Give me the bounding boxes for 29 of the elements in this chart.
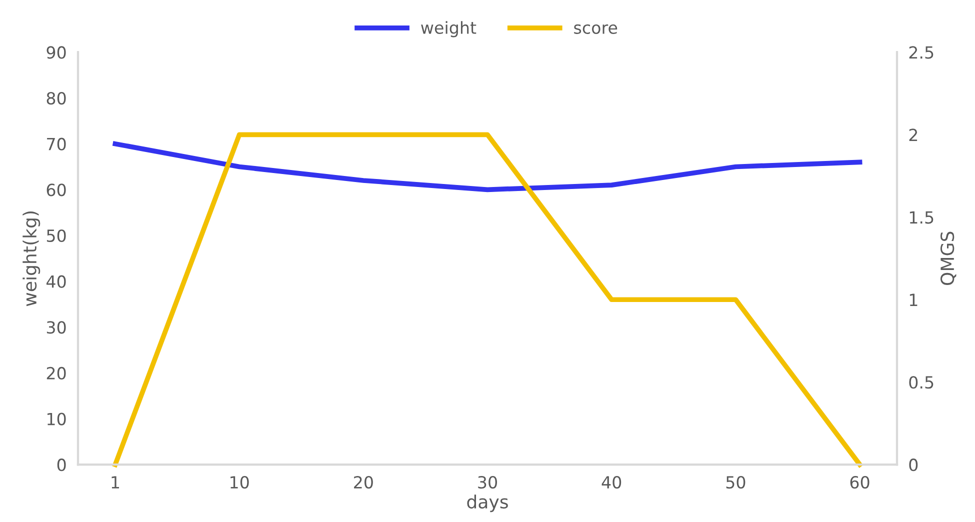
y-tick-label: 10 [48, 412, 66, 426]
legend-label: weight [421, 21, 476, 38]
y-tick-label: 50 [46, 229, 66, 242]
y-tick-label: 90 [46, 46, 66, 59]
y2-tick-label: 2 [909, 128, 918, 142]
y-tick-label: 0 [57, 458, 66, 472]
y2-tick-label: 1.5 [910, 211, 934, 224]
x-tick-label: 60 [850, 476, 870, 489]
x-tick-label: 10 [230, 476, 249, 489]
y2-axis-title: QMGS [940, 232, 956, 285]
y-tick-label: 20 [46, 366, 66, 380]
x-tick-label: 1 [112, 476, 119, 488]
y-tick-label: 40 [46, 275, 66, 288]
y-tick-label: 70 [47, 138, 66, 150]
y-tick-label: 60 [46, 184, 66, 196]
y-tick-label: 30 [46, 321, 66, 334]
x-tick-label: 20 [354, 476, 373, 489]
line-series [112, 141, 862, 192]
y2-tick-label: 0 [909, 458, 918, 472]
y-tick-label: 80 [46, 92, 66, 105]
y-axis-title: weight(kg) [22, 212, 40, 306]
legend-label: score [574, 24, 618, 34]
x-tick-label: 50 [726, 476, 746, 489]
y2-tick-label: 0.5 [909, 376, 934, 389]
y2-tick-label: 1 [910, 294, 918, 306]
x-tick-label: 30 [478, 476, 497, 489]
x-tick-label: 40 [602, 476, 622, 489]
y2-tick-label: 2.5 [909, 46, 934, 59]
x-axis-title: days [467, 494, 508, 512]
